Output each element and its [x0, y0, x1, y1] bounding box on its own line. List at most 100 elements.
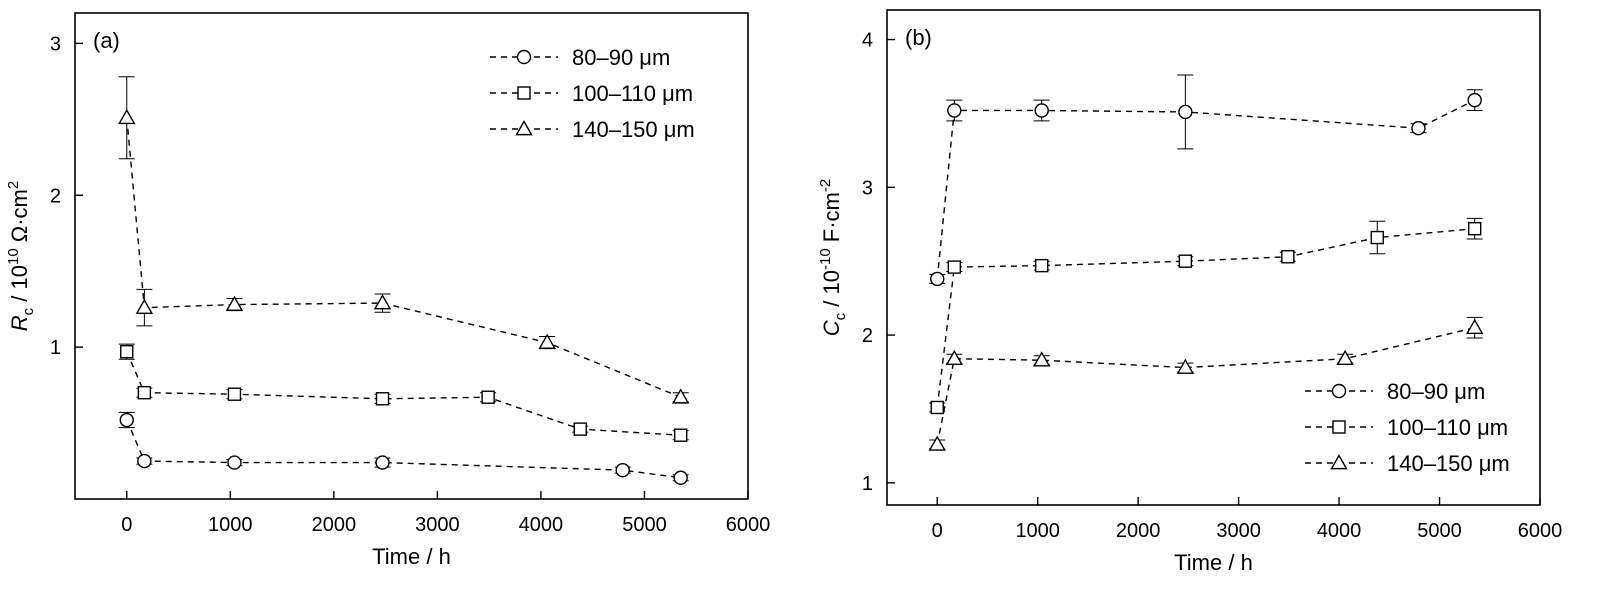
data-point: [674, 428, 688, 442]
y-axis-title-superscript: -10: [817, 248, 834, 270]
data-point: [930, 400, 944, 415]
y-axis-title: Rc / 1010 Ω·cm2: [5, 181, 37, 331]
data-point: [945, 349, 964, 366]
legend-label: 100–110 μm: [572, 81, 693, 106]
data-point: [1370, 230, 1384, 245]
series-square: [929, 217, 1483, 415]
series-line: [936, 99, 1476, 279]
x-axis-title: Time / h: [1174, 550, 1253, 575]
legend-label: 80–90 μm: [1387, 379, 1485, 404]
y-tick-label: 2: [50, 185, 61, 207]
data-point: [227, 387, 242, 401]
series-line: [936, 327, 1475, 445]
data-point: [928, 435, 946, 451]
y-axis-title-symbol: C: [819, 320, 844, 336]
series-line: [126, 419, 681, 479]
data-point: [135, 298, 154, 314]
legend-label: 100–110 μm: [1387, 415, 1508, 440]
y-axis-title: Cc / 10-10 F·cm-2: [817, 179, 849, 336]
data-point: [1281, 250, 1295, 264]
x-tick-label: 0: [932, 520, 943, 542]
x-tick-label: 1000: [1015, 520, 1060, 542]
y-axis-title-superscript: 10: [5, 248, 22, 265]
legend-marker-triangle: [515, 120, 533, 136]
series-circle: [929, 74, 1483, 287]
series-circle: [118, 411, 689, 485]
legend: 80–90 μm 100–110 μm 140–150 μm: [1305, 379, 1510, 476]
data-point: [481, 390, 495, 404]
legend-label: 80–90 μm: [572, 45, 670, 70]
panel-label: (b): [905, 25, 932, 50]
y-tick-label: 3: [50, 33, 61, 55]
data-point: [1033, 351, 1051, 367]
data-point: [118, 108, 136, 125]
data-point: [538, 333, 556, 349]
x-tick-label: 2000: [312, 514, 357, 536]
data-point: [1467, 92, 1482, 108]
series-line: [126, 117, 681, 398]
panel-b: 0 1000 2000 3000 4000 5000 6000 1 2 3 4 Time / h Cc …: [817, 9, 1563, 575]
legend-marker-square: [517, 86, 531, 100]
data-point: [137, 453, 152, 469]
legend-marker-square: [1332, 420, 1346, 434]
data-point: [615, 462, 630, 478]
data-point: [1467, 221, 1482, 236]
data-point: [1336, 349, 1354, 366]
data-point: [1465, 318, 1484, 335]
y-tick-label: 4: [862, 30, 873, 52]
data-point: [673, 470, 688, 485]
data-point: [671, 388, 690, 404]
x-axis-title: Time / h: [372, 544, 451, 569]
panel-a: 0 1000 2000 3000 4000 5000 6000 1 2 3 Time / h Rc /…: [5, 12, 771, 569]
legend: 80–90 μm 100–110 μm 140–150 μm: [490, 45, 695, 142]
y-axis-title-unit_sup: 2: [5, 181, 22, 189]
y-axis-title-rest: / 10: [819, 270, 844, 313]
legend-marker-circle: [1331, 383, 1347, 399]
data-point: [947, 260, 962, 274]
data-point: [120, 344, 134, 359]
y-tick-label: 3: [862, 177, 873, 199]
y-axis-title-rest: / 10: [7, 265, 32, 308]
x-tick-label: 2000: [1116, 520, 1161, 542]
x-tick-label: 3000: [1216, 520, 1261, 542]
y-tick-label: 1: [50, 337, 61, 359]
x-tick-label: 4000: [519, 514, 564, 536]
series-square: [118, 343, 689, 442]
y-axis-title-unit_sup: -2: [817, 179, 834, 192]
x-tick-label: 3000: [415, 514, 460, 536]
legend-marker-circle: [516, 49, 532, 65]
y-axis-title-subscript: c: [832, 312, 849, 320]
data-point: [1411, 121, 1426, 136]
x-tick-label: 0: [121, 514, 132, 536]
series-line: [126, 351, 681, 436]
panel-label: (a): [93, 28, 120, 53]
data-point: [227, 455, 242, 470]
plot-frame: [886, 9, 1541, 506]
y-tick-label: 2: [862, 325, 873, 347]
data-point: [1035, 258, 1049, 273]
data-point: [930, 271, 945, 287]
data-point: [375, 455, 390, 470]
data-point: [573, 422, 587, 436]
x-tick-label: 5000: [1417, 520, 1462, 542]
data-point: [119, 412, 134, 428]
y-axis-title-unit: F·cm: [819, 192, 844, 248]
data-point: [1034, 103, 1049, 118]
y-tick-label: 1: [862, 473, 873, 495]
data-point: [947, 103, 962, 118]
x-tick-label: 6000: [726, 514, 771, 536]
legend-label: 140–150 μm: [572, 117, 695, 142]
data-point: [137, 385, 152, 400]
x-tick-label: 5000: [622, 514, 667, 536]
plot-frame: [74, 12, 749, 500]
data-point: [225, 295, 244, 311]
x-tick-label: 1000: [208, 514, 253, 536]
data-point: [373, 294, 392, 310]
y-axis-title-subscript: c: [20, 307, 37, 315]
y-axis-title-symbol: R: [7, 315, 32, 331]
legend-label: 140–150 μm: [1387, 451, 1510, 476]
x-tick-label: 6000: [1518, 520, 1563, 542]
data-point: [1176, 358, 1195, 374]
data-point: [1178, 104, 1193, 120]
